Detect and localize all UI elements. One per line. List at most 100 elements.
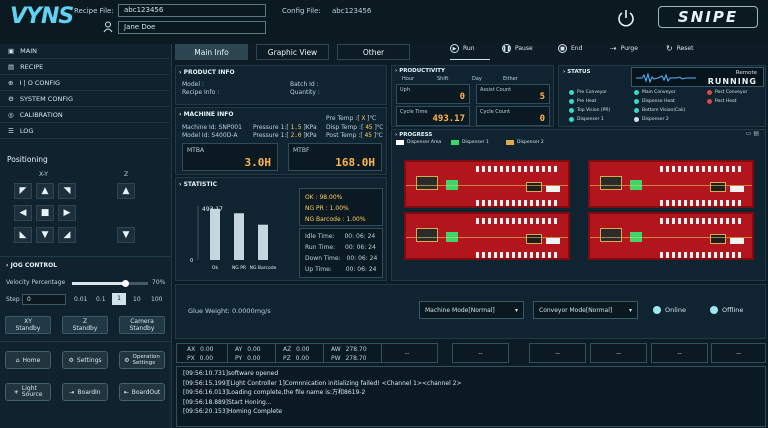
- pcb-pad: [512, 252, 515, 258]
- pcb-pad: [548, 200, 551, 206]
- sidebar-item-log[interactable]: ☰ LOG: [0, 124, 170, 139]
- step-option-01[interactable]: 0.1: [96, 296, 106, 303]
- pcb-board[interactable]: [404, 160, 570, 208]
- chat-icon[interactable]: ▭: [745, 130, 752, 137]
- board-in-button[interactable]: ⇥ BoardIn: [62, 383, 108, 401]
- board-out-icon: ⇤: [123, 388, 129, 396]
- axis-pz-key: PZ: [283, 355, 291, 362]
- jog-right-button[interactable]: ▶: [58, 205, 76, 221]
- z-up-button[interactable]: ▲: [117, 183, 135, 199]
- step-option-1[interactable]: 1: [112, 293, 126, 305]
- conveyor-mode-select[interactable]: Conveyor Mode[Normal] ▾: [533, 301, 638, 319]
- jog-up-left-button[interactable]: ◤: [14, 183, 32, 199]
- model-id: Model Id: S400D-A: [182, 132, 238, 139]
- log-panel[interactable]: [09:56:10.731]software opened [09:56:15,…: [176, 366, 766, 427]
- light-source-button[interactable]: ☀ Light Source: [5, 383, 51, 401]
- tab-hour[interactable]: Hour: [402, 76, 415, 82]
- pcb-pad: [518, 166, 521, 172]
- pcb-trace: [406, 185, 568, 186]
- pcb-pad: [726, 166, 729, 172]
- axis-sep-4: [381, 344, 382, 362]
- play-icon: ▶: [450, 44, 459, 53]
- end-button[interactable]: ■ End: [558, 44, 582, 53]
- pcb-pad: [720, 252, 723, 258]
- operation-settings-button[interactable]: ⚙ Operation Settings: [119, 351, 165, 369]
- sidebar-item-system-config[interactable]: ⚙ SYSTEM CONFIG: [0, 92, 170, 107]
- log-line: [09:56:20.153]Homing Complete: [183, 408, 283, 415]
- tab-main-info[interactable]: Main Info: [175, 44, 248, 60]
- pause-button[interactable]: ❚❚ Pause: [502, 44, 533, 53]
- model-label: Model :: [182, 81, 204, 88]
- jog-left-button[interactable]: ◀: [14, 205, 32, 221]
- tab-graphic-view[interactable]: Graphic View: [256, 44, 329, 60]
- recipe-file-field[interactable]: abc123456: [118, 4, 266, 17]
- axis-aw-value: 278.70: [345, 346, 367, 353]
- tab-other[interactable]: Other: [337, 44, 410, 60]
- pcb-board[interactable]: [588, 212, 754, 260]
- z-down-button[interactable]: ▼: [117, 227, 135, 243]
- user-field[interactable]: Jane Doe: [118, 21, 266, 34]
- pcb-pad: [672, 252, 675, 258]
- readout-cell-3: --: [590, 343, 647, 363]
- pre-temp-label: Pre Temp :: [326, 115, 358, 122]
- sidebar-item-label: I | O CONFIG: [19, 79, 61, 87]
- mtbf-value: 168.0H: [335, 156, 375, 169]
- disp-temp-label: Disp Temp :: [326, 124, 362, 131]
- run-button[interactable]: ▶ Run: [450, 44, 475, 53]
- mtbf-box: MTBF 168.0H: [288, 143, 382, 171]
- sidebar-item-main[interactable]: ▣ MAIN: [0, 44, 170, 59]
- pcb-pad: [720, 166, 723, 172]
- log-line: [09:56:15,199][Light Controller 1]Comnni…: [183, 379, 462, 387]
- step-option-10[interactable]: 10: [133, 296, 141, 303]
- sidebar-item-io-config[interactable]: ⊕ I | O CONFIG: [0, 76, 170, 91]
- legend-dispenser-1-label: Dispenser 1: [462, 140, 489, 145]
- pcb-board[interactable]: [404, 212, 570, 260]
- reset-button[interactable]: ↻ Reset: [666, 44, 693, 53]
- axis-az-key: AZ: [283, 346, 292, 353]
- status-item: Pre Heat: [569, 99, 596, 104]
- velocity-slider[interactable]: [72, 280, 148, 287]
- assist-box: Assist Count 5: [476, 84, 550, 104]
- statistic-title: › STATISTIC: [179, 181, 218, 188]
- camera-standby-button[interactable]: Camera Standby: [119, 316, 165, 334]
- tab-shift[interactable]: Shift: [437, 76, 449, 82]
- pcb-board[interactable]: [588, 160, 754, 208]
- home-button[interactable]: ⌂ Home: [5, 351, 51, 369]
- z-standby-button[interactable]: Z Standby: [62, 316, 108, 334]
- tab-day[interactable]: Day: [472, 76, 482, 82]
- purge-button[interactable]: ⇢ Purge: [610, 44, 638, 53]
- step-option-100[interactable]: 100: [151, 296, 163, 303]
- jog-down-button[interactable]: ▼: [36, 227, 54, 243]
- settings-button[interactable]: ⚙ Settings: [62, 351, 108, 369]
- jog-up-right-button[interactable]: ◥: [58, 183, 76, 199]
- step-input[interactable]: 0: [22, 294, 66, 305]
- step-option-001[interactable]: 0.01: [74, 296, 88, 303]
- sidebar-item-calibration[interactable]: ◎ CALIBRATION: [0, 108, 170, 123]
- pcb-pad: [684, 218, 687, 224]
- pcb-pad: [506, 218, 509, 224]
- menu-icon[interactable]: ▤: [753, 130, 759, 137]
- pcb-pad: [672, 218, 675, 224]
- cycle-count-box: Cycle Count 0: [476, 106, 550, 126]
- jog-control-title: › JOG CONTROL: [6, 262, 57, 269]
- jog-down-left-button[interactable]: ◣: [14, 227, 32, 243]
- online-radio[interactable]: Online: [653, 306, 686, 314]
- jog-down-right-button[interactable]: ◢: [58, 227, 76, 243]
- board-out-button[interactable]: ⇤ BoardOut: [119, 383, 165, 401]
- xy-standby-button[interactable]: XY Standby: [5, 316, 51, 334]
- pcb-pad: [696, 200, 699, 206]
- power-icon[interactable]: [616, 8, 636, 28]
- machine-mode-select[interactable]: Machine Mode[Normal] ▾: [419, 301, 524, 319]
- offline-radio[interactable]: Offline: [710, 306, 743, 314]
- pcb-chip: [416, 228, 438, 242]
- jog-stop-button[interactable]: ■: [36, 205, 54, 221]
- pcb-pad: [506, 200, 509, 206]
- tab-either[interactable]: Either: [503, 76, 518, 82]
- assist-label: Assist Count: [480, 87, 512, 93]
- assist-value: 5: [539, 92, 545, 102]
- jog-up-button[interactable]: ▲: [36, 183, 54, 199]
- sidebar-item-recipe[interactable]: ▤ RECIPE: [0, 60, 170, 75]
- pcb-pad: [732, 252, 735, 258]
- velocity-slider-handle[interactable]: [122, 280, 130, 287]
- pcb-pad: [476, 252, 479, 258]
